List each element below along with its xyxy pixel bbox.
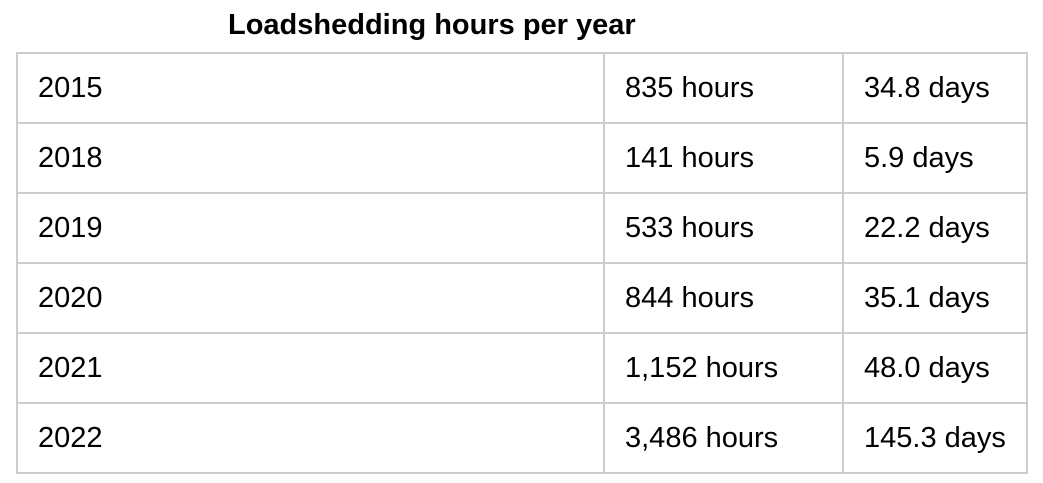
year-cell: 2018 (16, 122, 605, 194)
loadshedding-table: 2015 835 hours 34.8 days 2018 141 hours … (16, 52, 1028, 474)
table-row: 2019 533 hours 22.2 days (16, 192, 1028, 264)
days-cell: 34.8 days (842, 52, 1028, 124)
hours-cell: 1,152 hours (603, 332, 844, 404)
hours-cell: 141 hours (603, 122, 844, 194)
hours-cell: 844 hours (603, 262, 844, 334)
days-cell: 5.9 days (842, 122, 1028, 194)
table-row: 2021 1,152 hours 48.0 days (16, 332, 1028, 404)
days-cell: 35.1 days (842, 262, 1028, 334)
days-cell: 22.2 days (842, 192, 1028, 264)
table-row: 2020 844 hours 35.1 days (16, 262, 1028, 334)
days-cell: 48.0 days (842, 332, 1028, 404)
year-cell: 2019 (16, 192, 605, 264)
days-cell: 145.3 days (842, 402, 1028, 474)
hours-cell: 533 hours (603, 192, 844, 264)
table-row: 2018 141 hours 5.9 days (16, 122, 1028, 194)
year-cell: 2015 (16, 52, 605, 124)
table-row: 2015 835 hours 34.8 days (16, 52, 1028, 124)
table-row: 2022 3,486 hours 145.3 days (16, 402, 1028, 474)
page-title: Loadshedding hours per year (228, 9, 636, 41)
hours-cell: 835 hours (603, 52, 844, 124)
year-cell: 2022 (16, 402, 605, 474)
year-cell: 2021 (16, 332, 605, 404)
year-cell: 2020 (16, 262, 605, 334)
hours-cell: 3,486 hours (603, 402, 844, 474)
